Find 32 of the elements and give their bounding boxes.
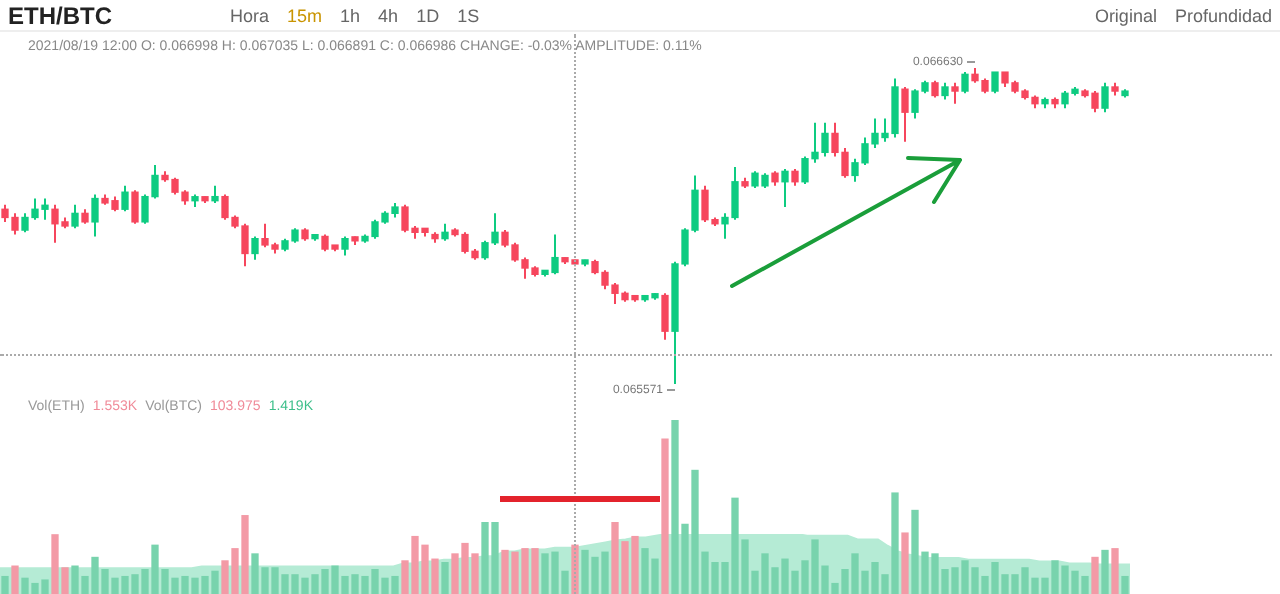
candlestick: [91, 193, 99, 238]
candlestick: [901, 85, 909, 143]
candlestick: [131, 189, 139, 225]
text: 1D: [416, 5, 440, 25]
text: Original: [1094, 5, 1157, 25]
chart-title: ETH/BTC: [8, 1, 112, 29]
text: 1h: [340, 5, 361, 25]
text: 1S: [457, 5, 480, 25]
text: Profundidad: [1174, 5, 1272, 25]
text: 15m: [287, 5, 323, 25]
bar: [441, 562, 449, 594]
text: Hora: [230, 5, 270, 25]
bar: [901, 532, 909, 594]
candlestick: [1101, 81, 1109, 114]
candlestick: [341, 235, 349, 257]
candlestick: [71, 203, 79, 230]
bar: [1121, 575, 1129, 594]
candlestick: [781, 168, 789, 209]
candlestick: [991, 71, 999, 95]
bar: [1101, 549, 1109, 594]
bar: [11, 565, 19, 594]
bar: [571, 544, 579, 594]
candlestick: [121, 184, 129, 213]
bar: [661, 438, 669, 594]
bar: [1091, 556, 1099, 594]
bar: [1111, 548, 1119, 594]
bar: [1, 575, 9, 594]
candlestick: [251, 235, 259, 261]
candlestick: [961, 71, 969, 95]
text: 4h: [378, 5, 399, 25]
candlestick: [661, 292, 669, 341]
candlestick: [951, 81, 959, 105]
